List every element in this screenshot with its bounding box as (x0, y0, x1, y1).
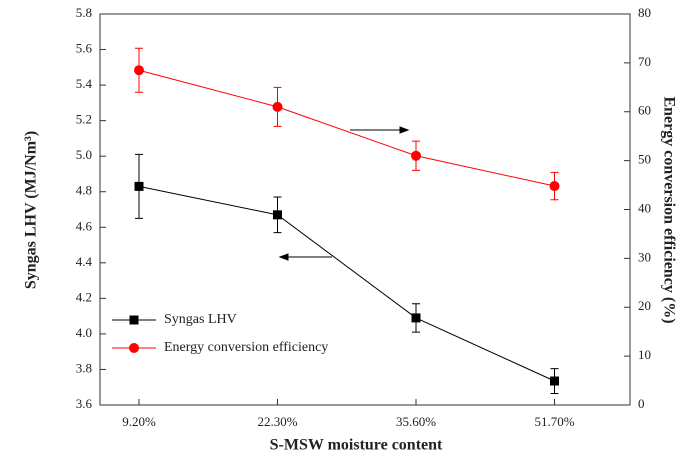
y-tick-label: 3.8 (76, 360, 92, 375)
y-tick-label: 5.6 (76, 41, 93, 56)
y2-tick-label: 70 (638, 54, 651, 69)
point (550, 376, 559, 386)
point (134, 181, 144, 191)
y2-tick-label: 60 (638, 103, 651, 118)
y-tick-label: 5.0 (76, 147, 92, 162)
x-tick-label: 22.30% (257, 414, 297, 429)
y-axis-title: Syngas LHV (MJ/Nm³) (23, 131, 40, 289)
y-tick-label: 3.6 (76, 396, 93, 411)
legend-label: Syngas LHV (164, 312, 237, 327)
y2-tick-label: 10 (638, 347, 651, 362)
y2-tick-label: 30 (638, 249, 651, 264)
y2-tick-label: 20 (638, 298, 651, 313)
arrow-head (399, 126, 410, 134)
y2-tick-label: 80 (638, 5, 651, 20)
y-tick-label: 5.8 (76, 5, 92, 20)
y2-tick-label: 0 (638, 396, 645, 411)
point (411, 150, 421, 161)
x-tick-label: 51.70% (534, 414, 574, 429)
y2-tick-label: 40 (638, 200, 651, 215)
point (134, 65, 144, 76)
y-tick-label: 4.0 (76, 325, 92, 340)
y-tick-label: 4.4 (76, 254, 93, 269)
series-line (138, 185, 555, 382)
series-line (138, 69, 555, 187)
y-tick-label: 4.8 (76, 183, 92, 198)
point (549, 181, 560, 192)
y2-tick-label: 50 (638, 152, 651, 167)
y-tick-label: 4.6 (76, 218, 93, 233)
legend-label: Energy conversion efficiency (164, 340, 328, 355)
y-tick-label: 4.2 (76, 289, 92, 304)
y2-axis-title: Energy conversion efficiency (%) (660, 96, 677, 323)
annotation-arrows (278, 126, 410, 261)
point (273, 210, 282, 220)
y-tick-label: 5.2 (76, 112, 92, 127)
point (272, 101, 283, 112)
point (411, 313, 421, 323)
y-tick-label: 5.4 (76, 76, 93, 91)
legend-marker (129, 315, 139, 325)
legend-marker (129, 343, 139, 353)
x-axis-title: S-MSW moisture content (270, 437, 443, 454)
x-tick-label: 35.60% (396, 414, 436, 429)
x-tick-label: 9.20% (122, 414, 156, 429)
arrow-head (278, 253, 289, 261)
